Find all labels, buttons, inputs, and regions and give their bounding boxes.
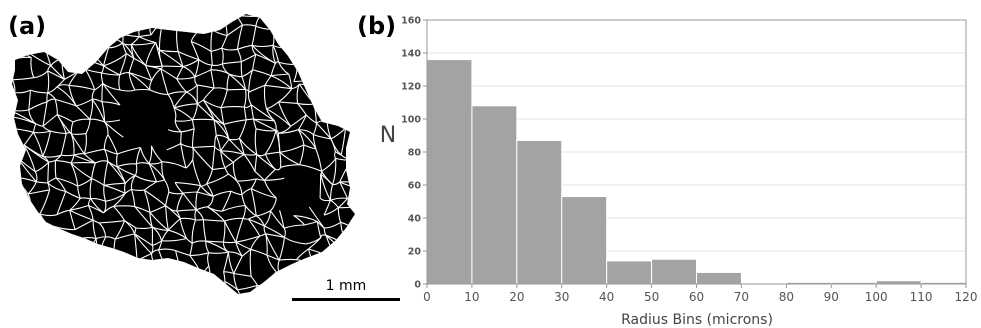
y-tick-label: 140 (401, 49, 421, 60)
y-tick-label: 100 (401, 115, 421, 126)
histogram-bar (471, 105, 518, 285)
histogram-bar (606, 260, 653, 285)
y-tick-label: 0 (414, 280, 421, 291)
panel-a-label: (a) (8, 12, 47, 40)
x-tick-label: 10 (464, 290, 479, 304)
x-tick-label: 20 (509, 290, 524, 304)
histogram-bar (516, 139, 563, 285)
y-tick-label: 160 (401, 16, 421, 27)
x-tick-label: 110 (910, 290, 933, 304)
scale-bar-label: 1 mm (325, 278, 367, 294)
x-axis-title: Radius Bins (microns) (621, 312, 773, 328)
x-tick-label: 60 (689, 290, 704, 304)
x-tick-label: 30 (554, 290, 569, 304)
y-tick-label: 120 (401, 82, 421, 93)
scale-bar (292, 298, 400, 301)
histogram-bar (426, 59, 473, 285)
y-tick-label: 20 (408, 247, 422, 258)
histogram-bar (651, 258, 697, 285)
x-tick-label: 90 (824, 290, 839, 304)
x-tick-label: 70 (734, 290, 749, 304)
panel-b-label: (b) (357, 12, 397, 40)
x-tick-label: 0 (423, 290, 431, 304)
axes: 0 20 40 60 80 100 120 140 160 0 10 20 30 40 50 60 70 80 90… (401, 16, 977, 305)
sample-silhouette (12, 14, 355, 294)
bars (426, 59, 967, 285)
y-axis-title: N (380, 123, 396, 148)
x-tick-label: 50 (644, 290, 659, 304)
x-tick-label: 40 (599, 290, 614, 304)
y-tick-label: 80 (408, 148, 422, 159)
histogram-bar (696, 271, 742, 285)
x-tick-label: 80 (779, 290, 794, 304)
y-tick-label: 40 (408, 214, 422, 225)
histogram-bar (561, 196, 608, 285)
x-tick-label: 100 (865, 290, 888, 304)
y-tick-label: 60 (408, 181, 422, 192)
x-tick-label: 120 (955, 290, 978, 304)
